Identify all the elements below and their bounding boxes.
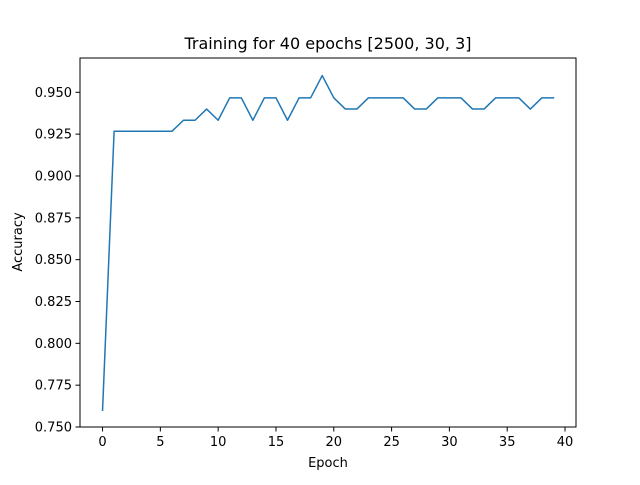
y-tick-label: 0.950 — [35, 86, 72, 101]
x-axis-label: Epoch — [308, 456, 348, 471]
x-tick-label: 0 — [98, 435, 106, 450]
y-tick-label: 0.750 — [35, 421, 72, 436]
y-tick-label: 0.900 — [35, 169, 72, 184]
x-tick-label: 30 — [441, 435, 458, 450]
y-tick-label: 0.925 — [35, 128, 72, 143]
y-tick-label: 0.825 — [35, 295, 72, 310]
y-tick-label: 0.800 — [35, 337, 72, 352]
y-axis-ticks: 0.750 0.775 0.800 0.825 0.850 0.875 0.900 0.925… — [35, 86, 80, 436]
x-tick-label: 25 — [383, 435, 400, 450]
y-axis-label: Accuracy — [11, 212, 26, 272]
chart-title: Training for 40 epochs [2500, 30, 3] — [184, 34, 472, 53]
x-tick-label: 40 — [557, 435, 574, 450]
y-tick-label: 0.875 — [35, 211, 72, 226]
series-line-0 — [101, 74, 555, 412]
x-tick-label: 15 — [268, 435, 285, 450]
series-lines — [101, 74, 555, 412]
x-axis-ticks: 0 5 10 15 20 25 30 35 40 — [98, 427, 573, 450]
x-tick-label: 10 — [210, 435, 227, 450]
x-tick-label: 20 — [326, 435, 343, 450]
x-tick-label: 35 — [499, 435, 516, 450]
y-tick-label: 0.850 — [35, 253, 72, 268]
x-tick-label: 5 — [156, 435, 164, 450]
plot-frame — [79, 57, 577, 428]
y-tick-label: 0.775 — [35, 379, 72, 394]
